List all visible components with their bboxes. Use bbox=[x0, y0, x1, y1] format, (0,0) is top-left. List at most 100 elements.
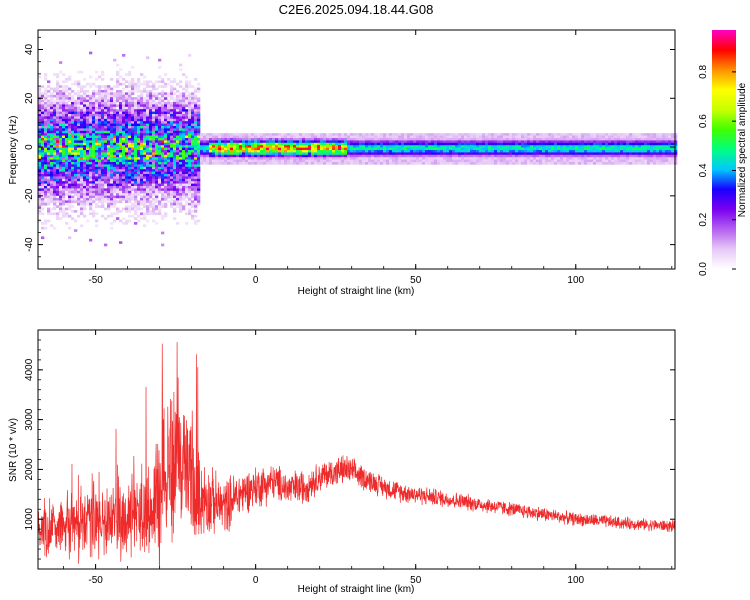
spectrogram-cell bbox=[56, 212, 60, 216]
spectrogram-cell bbox=[77, 111, 81, 115]
spectrogram-cell bbox=[236, 140, 240, 144]
spectrogram-cell bbox=[476, 138, 480, 141]
spectrogram-cell bbox=[248, 152, 252, 156]
spectrogram-cell bbox=[674, 142, 678, 146]
spectrogram-cell bbox=[149, 157, 153, 160]
spectrogram-cell bbox=[140, 164, 144, 168]
spectrogram-cell bbox=[575, 142, 579, 146]
spectrogram-cell bbox=[650, 133, 654, 136]
spectrogram-cell bbox=[479, 159, 483, 163]
spectrogram-cell bbox=[458, 140, 462, 144]
spectrogram-cell bbox=[323, 135, 327, 139]
spectrogram-cell bbox=[95, 181, 99, 184]
spectrogram-cell bbox=[446, 138, 450, 141]
spectrogram-cell bbox=[155, 157, 159, 160]
spectrogram-cell bbox=[383, 147, 387, 151]
spectrogram-cell bbox=[191, 169, 195, 172]
spectrogram-cell bbox=[53, 154, 57, 158]
spectrogram-cell bbox=[674, 135, 678, 139]
spectrogram-cell bbox=[95, 130, 99, 134]
spectrogram-cell bbox=[86, 183, 90, 187]
spectrogram-cell bbox=[257, 140, 261, 144]
spectrogram-cell bbox=[74, 140, 78, 144]
spectrogram-cell bbox=[653, 152, 657, 156]
spectrogram-cell bbox=[53, 212, 57, 216]
spectrogram-cell bbox=[116, 150, 120, 153]
spectrogram-cell bbox=[167, 154, 171, 158]
spectrogram-cell bbox=[197, 181, 201, 184]
spectrogram-cell bbox=[458, 162, 462, 165]
spectrogram-cell bbox=[140, 90, 144, 93]
spectrogram-cell bbox=[128, 207, 132, 211]
spectrogram-cell bbox=[92, 111, 96, 115]
spectrogram-cell bbox=[503, 133, 507, 136]
spectrogram-cell bbox=[464, 145, 468, 148]
spectrogram-cell bbox=[194, 152, 198, 156]
spectrogram-cell bbox=[98, 106, 102, 110]
spectrogram-cell bbox=[98, 178, 102, 182]
spectrogram-cell bbox=[491, 145, 495, 148]
spectrogram-cell bbox=[206, 135, 210, 139]
spectrogram-cell bbox=[668, 157, 672, 160]
spectrogram-cell bbox=[92, 176, 96, 180]
spectrogram-cell bbox=[89, 99, 93, 103]
spectrogram-cell bbox=[122, 150, 126, 153]
spectrogram-cell bbox=[128, 162, 132, 165]
spectrogram-cell bbox=[503, 140, 507, 144]
spectrogram-cell bbox=[161, 164, 165, 168]
spectrogram-cell bbox=[212, 162, 216, 165]
spectrogram-cell bbox=[206, 133, 210, 136]
spectrogram-cell bbox=[122, 142, 126, 146]
spectrogram-cell bbox=[437, 152, 441, 156]
spectrogram-cell bbox=[92, 118, 96, 122]
spectrogram-cell bbox=[488, 135, 492, 139]
spectrogram-cell bbox=[134, 176, 138, 180]
spectrogram-cell bbox=[89, 145, 93, 148]
spectrogram-cell bbox=[83, 193, 87, 196]
spectrogram-cell bbox=[71, 102, 75, 105]
spectrogram-cell bbox=[563, 135, 567, 139]
spectrogram-cell bbox=[173, 183, 177, 187]
spectrogram-cell bbox=[413, 145, 417, 148]
spectrogram-cell bbox=[188, 162, 192, 165]
spectrogram-cell bbox=[59, 140, 63, 144]
spectrogram-cell bbox=[131, 135, 135, 139]
spectrogram-cell bbox=[278, 147, 282, 151]
spectrogram-cell bbox=[164, 152, 168, 156]
spectrogram-cell bbox=[125, 174, 129, 177]
spectrogram-cell bbox=[107, 198, 111, 201]
spectrogram-cell bbox=[491, 162, 495, 165]
spectrogram-cell bbox=[179, 166, 183, 170]
spectrogram-cell bbox=[545, 152, 549, 156]
spectrogram-cell bbox=[401, 152, 405, 156]
spectrogram-cell bbox=[389, 142, 393, 146]
spectrogram-cell bbox=[164, 94, 168, 98]
spectrogram-cell bbox=[254, 147, 258, 151]
spectrogram-cell bbox=[173, 135, 177, 139]
spectrogram-cell bbox=[185, 178, 189, 182]
spectrogram-cell bbox=[647, 152, 651, 156]
spectrogram-cell bbox=[518, 150, 522, 153]
spectrogram-cell bbox=[188, 97, 192, 100]
spectrogram-cell bbox=[110, 159, 114, 163]
spectrogram-cell bbox=[641, 142, 645, 146]
chart-title: C2E6.2025.094.18.44.G08 bbox=[279, 2, 434, 17]
spectrogram-cell bbox=[59, 162, 63, 165]
spectrogram-cell bbox=[116, 80, 120, 84]
spectrogram-cell bbox=[50, 87, 54, 91]
spectrogram-cell bbox=[197, 126, 201, 129]
spectrogram-cell bbox=[515, 140, 519, 144]
spectrogram-cell bbox=[326, 135, 330, 139]
spectrogram-cell bbox=[101, 154, 105, 158]
spectrogram-cell bbox=[194, 159, 198, 163]
spectrogram-cell bbox=[164, 145, 168, 148]
spectrogram-cell bbox=[74, 176, 78, 180]
spectrogram-cell bbox=[485, 138, 489, 141]
spectrogram-cell bbox=[50, 140, 54, 144]
spectrogram-cell bbox=[524, 159, 528, 163]
spectrogram-cell bbox=[101, 97, 105, 100]
spectrogram-cell bbox=[248, 142, 252, 146]
spectrogram-cell bbox=[194, 142, 198, 146]
spectrogram-cell bbox=[53, 126, 57, 129]
spectrogram-cell bbox=[41, 102, 45, 105]
